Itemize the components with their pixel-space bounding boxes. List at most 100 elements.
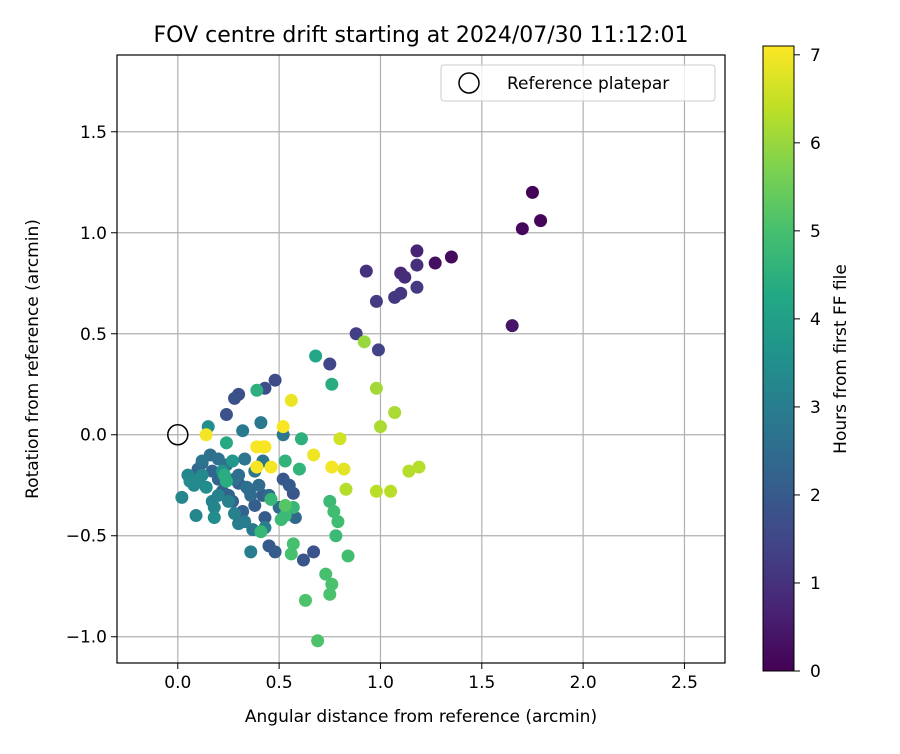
scatter-point (371, 343, 385, 357)
scatter-point (284, 547, 298, 561)
scatter-point (325, 377, 339, 391)
scatter-point (282, 478, 296, 492)
scatter-point (333, 432, 347, 446)
scatter-point (412, 460, 426, 474)
scatter-point (534, 214, 548, 228)
scatter-point (240, 480, 254, 494)
scatter-point (250, 383, 264, 397)
scatter-point (444, 250, 458, 264)
scatter-point (327, 505, 341, 519)
reference-platepar-marker (167, 423, 189, 446)
scatter-point (286, 537, 300, 551)
colorbar-tick-label: 2 (810, 486, 821, 506)
scatter-point (369, 484, 383, 498)
scatter-point (323, 357, 337, 371)
colorbar: 0 1 2 3 4 5 6 7 Hours from first FF file (762, 45, 851, 682)
scatter-point (323, 587, 337, 601)
scatter-point (258, 440, 272, 454)
colorbar-tick-label: 6 (810, 134, 821, 154)
scatter-point (296, 553, 310, 567)
colorbar-ticks: 0 1 2 3 4 5 6 7 (794, 46, 821, 682)
scatter-point (276, 420, 290, 434)
x-tick-label: 0.5 (266, 673, 293, 693)
scatter-point (369, 381, 383, 395)
y-tick-label: 1.0 (80, 224, 107, 244)
scatter-point (298, 593, 312, 607)
scatter-point (189, 509, 203, 523)
colorbar-label: Hours from first FF file (831, 264, 851, 454)
x-axis-label: Angular distance from reference (arcmin) (245, 707, 597, 727)
scatter-point (515, 222, 529, 236)
scatter-point (236, 424, 250, 438)
scatter-point (264, 460, 278, 474)
scatter-point (264, 492, 278, 506)
x-tick-label: 2.0 (570, 673, 597, 693)
colorbar-tick-label: 4 (810, 310, 821, 330)
scatter-point (311, 634, 325, 648)
scatter-point (238, 452, 252, 466)
scatter-point (339, 482, 353, 496)
y-tick-label: 0.5 (80, 325, 107, 345)
scatter-point (175, 490, 189, 504)
legend-reference-marker (458, 72, 480, 94)
legend: Reference platepar (440, 64, 716, 102)
scatter-point (288, 511, 302, 525)
scatter-point (329, 529, 343, 543)
scatter-point (207, 500, 221, 514)
scatter-point (268, 373, 282, 387)
scatter-point (292, 462, 306, 476)
scatter-point (199, 480, 213, 494)
scatter-point (402, 464, 416, 478)
scatter-point (388, 290, 402, 304)
scatter-point (219, 474, 233, 488)
colorbar-tick-label: 3 (810, 398, 821, 418)
scatter-point (410, 258, 424, 272)
scatter-point (309, 349, 323, 363)
scatter-point (384, 484, 398, 498)
y-tick-label: 1.5 (80, 123, 107, 143)
scatter-point (278, 454, 292, 468)
x-tick-label: 0.0 (164, 673, 191, 693)
x-axis-ticks: 0.0 0.5 1.0 1.5 2.0 2.5 (164, 663, 698, 693)
y-tick-label: −0.5 (66, 527, 107, 547)
scatter-point (410, 244, 424, 258)
scatter-point (349, 327, 363, 341)
scatter-point (325, 577, 339, 591)
scatter-point (226, 454, 240, 468)
scatter-point (228, 391, 242, 405)
scatter-point (323, 494, 337, 508)
colorbar-tick-label: 0 (810, 662, 821, 682)
y-tick-label: 0.0 (80, 426, 107, 446)
scatter-point (195, 454, 209, 468)
scatter-point (254, 525, 268, 539)
y-tick-label: −1.0 (66, 628, 107, 648)
scatter-point (337, 462, 351, 476)
scatter-point (228, 507, 242, 521)
scatter-points (175, 185, 548, 648)
x-tick-label: 1.0 (367, 673, 394, 693)
x-tick-label: 1.5 (468, 673, 495, 693)
colorbar-tick-label: 7 (810, 46, 821, 66)
scatter-point (274, 513, 288, 527)
scatter-point (207, 511, 221, 525)
scatter-point (199, 428, 213, 442)
scatter-point (410, 280, 424, 294)
colorbar-gradient (762, 45, 795, 672)
scatter-point (248, 498, 262, 512)
scatter-point (388, 406, 402, 420)
scatter-point (307, 545, 321, 559)
legend-box (440, 64, 716, 102)
scatter-point (219, 436, 233, 450)
scatter-point (258, 511, 272, 525)
scatter-point (398, 270, 412, 284)
legend-entry-label: Reference platepar (507, 74, 669, 94)
scatter-point (325, 460, 339, 474)
scatter-point (373, 420, 387, 434)
colorbar-tick-label: 1 (810, 574, 821, 594)
scatter-point (428, 256, 442, 270)
scatter-point (357, 335, 371, 349)
chart-title: FOV centre drift starting at 2024/07/30 … (154, 23, 689, 48)
scatter-point (307, 448, 321, 462)
scatter-point (254, 416, 268, 430)
